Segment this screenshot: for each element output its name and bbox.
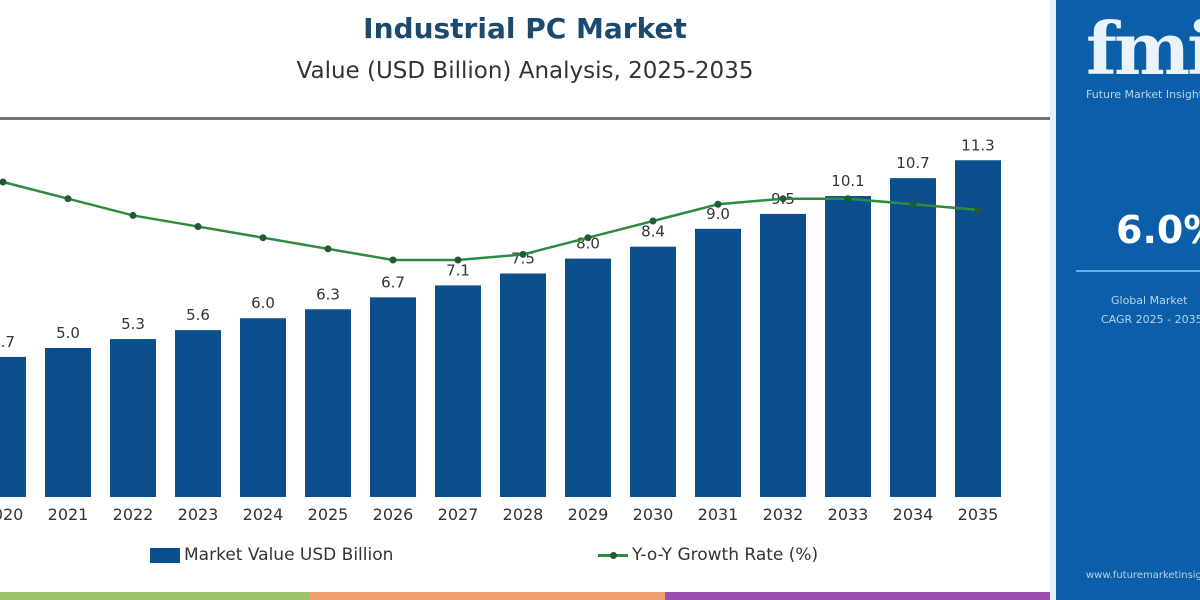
bar-label-2031: 9.0 xyxy=(706,205,730,223)
x-tick-2035: 2035 xyxy=(958,505,999,524)
growth-point-2025 xyxy=(324,245,332,253)
bar-2026 xyxy=(370,297,416,497)
legend-label-bar: Market Value USD Billion xyxy=(184,545,394,565)
cagr-caption-line2: CAGR 2025 - 2035 xyxy=(1101,313,1200,326)
x-tick-2032: 2032 xyxy=(763,505,804,524)
bar-2029 xyxy=(565,258,611,497)
bar-label-2026: 6.7 xyxy=(381,273,405,291)
bar-label-2024: 6.0 xyxy=(251,294,275,312)
cagr-caption-line1: Global Market xyxy=(1111,294,1188,307)
growth-point-2022 xyxy=(129,211,137,219)
bar-2034 xyxy=(890,178,936,497)
bar-2021 xyxy=(45,348,91,497)
x-tick-2021: 2021 xyxy=(48,505,89,524)
footer-stripe-purple xyxy=(665,592,1050,600)
growth-point-2031 xyxy=(714,200,722,208)
growth-point-2023 xyxy=(194,223,202,231)
x-tick-2031: 2031 xyxy=(698,505,739,524)
bar-2027 xyxy=(435,285,481,497)
growth-point-2030 xyxy=(649,217,657,225)
bar-label-2021: 5.0 xyxy=(56,324,80,342)
x-tick-2024: 2024 xyxy=(243,505,284,524)
x-tick-2029: 2029 xyxy=(568,505,609,524)
bar-2020 xyxy=(0,356,26,497)
website-url: www.futuremarketinsights.com xyxy=(1086,570,1200,581)
bar-label-2030: 8.4 xyxy=(641,223,665,241)
x-tick-2027: 2027 xyxy=(438,505,479,524)
title-divider xyxy=(0,117,1050,120)
growth-point-2027 xyxy=(454,256,462,264)
chart-subtitle: Value (USD Billion) Analysis, 2025-2035 xyxy=(296,58,754,84)
bar-label-2020: 4.7 xyxy=(0,333,15,351)
growth-point-2028 xyxy=(519,250,527,258)
footer-stripe-orange xyxy=(310,592,665,600)
bar-2024 xyxy=(240,318,286,497)
growth-line xyxy=(2,180,979,262)
growth-point-2029 xyxy=(584,234,592,242)
footer-stripe-green xyxy=(0,592,310,600)
growth-point-2034 xyxy=(909,200,917,208)
bar-label-2027: 7.1 xyxy=(446,261,470,279)
bar-2025 xyxy=(305,309,351,497)
x-tick-2023: 2023 xyxy=(178,505,219,524)
legend-label-line: Y-o-Y Growth Rate (%) xyxy=(632,545,819,565)
bar-label-2033: 10.1 xyxy=(831,172,864,190)
growth-point-2035 xyxy=(974,206,982,214)
legend-item-line: Y-o-Y Growth Rate (%) xyxy=(598,545,818,565)
x-tick-2026: 2026 xyxy=(373,505,414,524)
logo-subtitle: Future Market Insights xyxy=(1086,88,1200,101)
growth-point-2020 xyxy=(0,178,7,186)
growth-point-2024 xyxy=(259,234,267,242)
growth-point-2032 xyxy=(779,195,787,203)
growth-point-2021 xyxy=(64,195,72,203)
growth-point-2033 xyxy=(844,195,852,203)
bar-2023 xyxy=(175,330,221,497)
x-tick-2028: 2028 xyxy=(503,505,544,524)
bar-label-2022: 5.3 xyxy=(121,315,145,333)
bar-label-2023: 5.6 xyxy=(186,306,210,324)
bar-2028 xyxy=(500,273,546,497)
legend-item-bar: Market Value USD Billion xyxy=(150,545,393,565)
bar-2031 xyxy=(695,228,741,498)
x-tick-2020: 2020 xyxy=(0,505,23,524)
x-tick-2033: 2033 xyxy=(828,505,869,524)
bar-label-2034: 10.7 xyxy=(896,154,929,172)
bar-2032 xyxy=(760,213,806,497)
growth-point-2026 xyxy=(389,256,397,264)
panel-divider xyxy=(1076,270,1200,272)
x-tick-2030: 2030 xyxy=(633,505,674,524)
bar-2033 xyxy=(825,196,871,497)
bar-label-2035: 11.3 xyxy=(961,136,994,154)
fmi-logo: fmi xyxy=(1086,6,1200,91)
bar-label-2025: 6.3 xyxy=(316,285,340,303)
x-tick-2034: 2034 xyxy=(893,505,934,524)
summary-panel: fmi Future Market Insights 6.0% Global M… xyxy=(1050,0,1200,600)
bar-2022 xyxy=(110,339,156,497)
cagr-value: 6.0% xyxy=(1116,208,1200,252)
legend-swatch-line xyxy=(598,551,628,559)
bar-2035 xyxy=(955,160,1001,497)
x-tick-2022: 2022 xyxy=(113,505,154,524)
bar-2030 xyxy=(630,246,676,497)
chart-title: Industrial PC Market xyxy=(363,12,687,45)
chart-plot: 4.7 2020 5.0 2021 5.3 2022 5.6 2023 6.0 2024 6.3 20… xyxy=(0,136,1001,524)
legend-swatch-bar xyxy=(150,547,180,563)
x-tick-2025: 2025 xyxy=(308,505,349,524)
